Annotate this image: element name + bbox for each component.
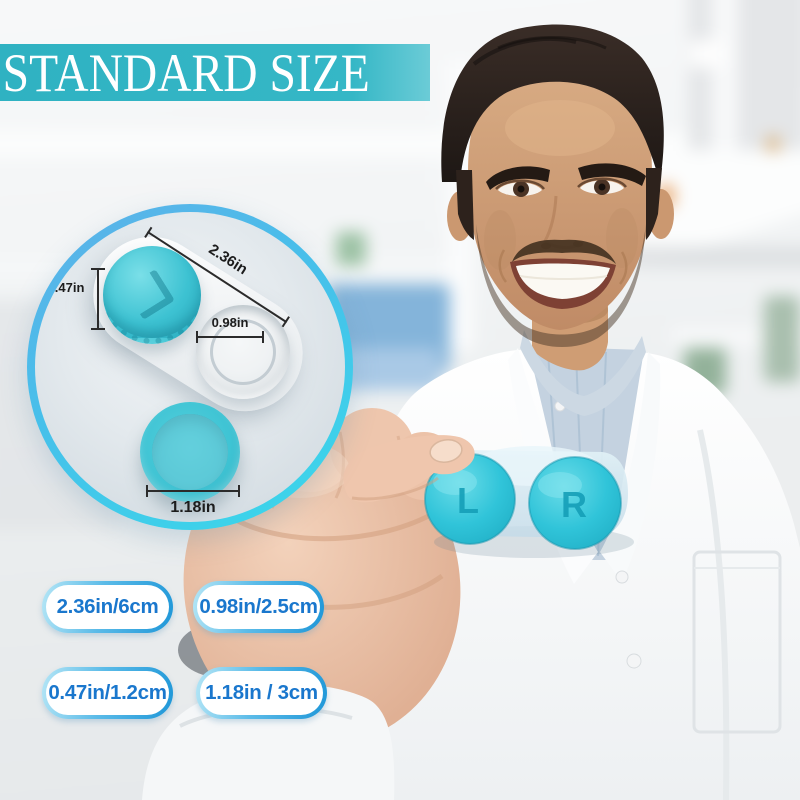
left-eyebrow: [486, 166, 550, 190]
shirt-collar: [520, 330, 646, 416]
dimension-inset-inner: 0.47in 2.36in 0.98in 1.18in: [35, 212, 345, 522]
dim-line-cap-height: [91, 268, 105, 330]
left-cap-letter: L: [457, 480, 479, 521]
thumbnail: [429, 439, 463, 463]
standard-size-banner: STANDARD SIZE: [0, 44, 430, 101]
right-eyebrow: [578, 163, 646, 186]
inset-loose-cap: [140, 402, 240, 502]
product-cap-tan: [766, 136, 780, 152]
banner-title: STANDARD SIZE: [2, 44, 370, 101]
size-badge-label: 0.98in/2.5cm: [197, 585, 320, 629]
size-badge-cup-diameter: 0.98in/2.5cm: [193, 581, 324, 633]
dim-line-cap-diameter: [146, 485, 240, 497]
dim-line-cup-diameter: [196, 331, 264, 343]
size-badge-length: 2.36in/6cm: [42, 581, 173, 633]
dim-label-cap-diameter: 1.18in: [170, 499, 216, 516]
coat-button: [615, 570, 629, 584]
size-badge-label: 1.18in / 3cm: [200, 671, 323, 715]
inset-case-closed-cap: [103, 246, 201, 344]
shelf-right-shadow: [618, 246, 800, 268]
dimension-inset: 0.47in 2.36in 0.98in 1.18in: [27, 204, 353, 530]
product-box-white: [690, 40, 726, 68]
dim-label-cup-diameter: 0.98in: [211, 315, 249, 330]
inset-case-open-cup: [196, 305, 290, 399]
mustache: [512, 239, 616, 264]
product-box-green-left: [336, 232, 366, 266]
dim-label-cap-height: 0.47in: [47, 280, 85, 295]
cabinet-band-top-right: [688, 0, 800, 150]
shelf-left-top: [0, 130, 460, 158]
teeth: [516, 263, 610, 299]
hair: [441, 24, 664, 182]
face: [441, 24, 674, 416]
right-cap-letter: R: [561, 484, 587, 525]
size-badge-cap-diameter: 1.18in / 3cm: [196, 667, 327, 719]
size-badge-label: 0.47in/1.2cm: [46, 671, 169, 715]
coat-button: [626, 653, 642, 669]
product-box-green-tall: [764, 296, 800, 382]
cabinet-gap-top-right: [712, 0, 738, 150]
open-direction-arrow-icon: [124, 269, 175, 320]
lens-case: L R: [343, 435, 634, 558]
coat-pocket: [692, 550, 782, 734]
size-badge-label: 2.36in/6cm: [46, 585, 169, 629]
size-badge-cap-height: 0.47in/1.2cm: [42, 667, 173, 719]
